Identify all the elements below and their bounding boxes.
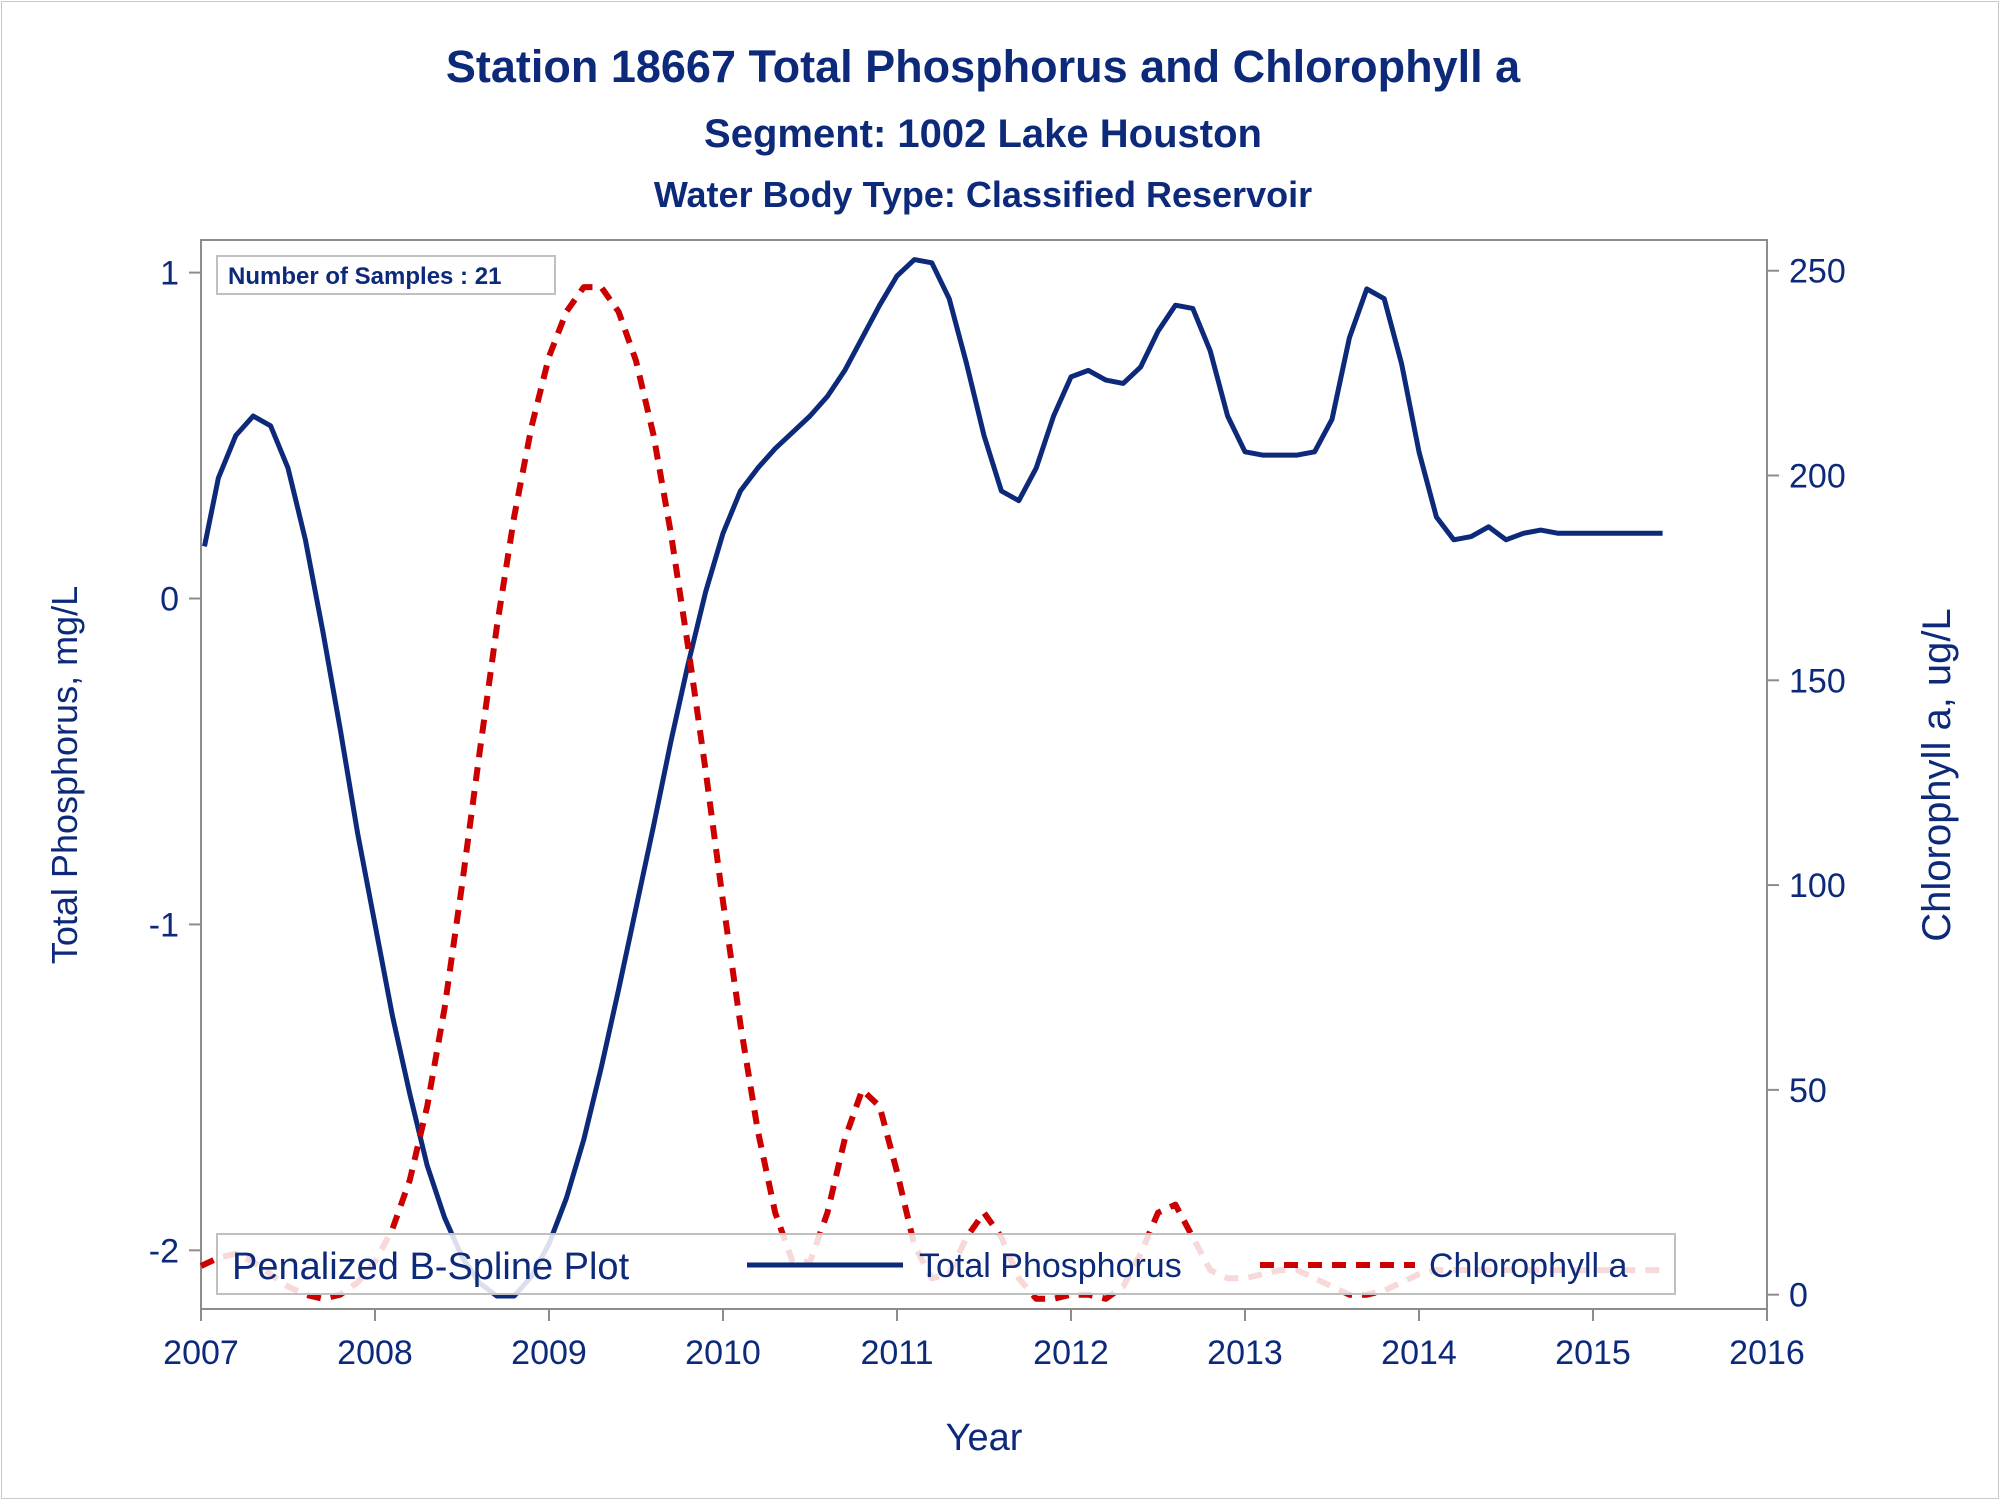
legend-label-total-phosphorus: Total Phosphorus [919, 1247, 1182, 1285]
series-line-total-phosphorus [202, 257, 1663, 1299]
x-tick-label: 2013 [1207, 1334, 1283, 1372]
y2-tick-label: 0 [1789, 1277, 1808, 1315]
y-tick-label: -2 [149, 1232, 179, 1270]
x-tick-label: 2012 [1033, 1334, 1109, 1372]
y-tick-label: 0 [160, 581, 179, 619]
y2-tick-label: 50 [1789, 1072, 1827, 1110]
y2-tick-label: 200 [1789, 458, 1846, 496]
legend-label-chlorophyll-a: Chlorophyll a [1429, 1247, 1628, 1285]
x-tick-label: 2011 [860, 1334, 933, 1372]
x-tick-label: 2008 [337, 1334, 413, 1372]
x-tick-label: 2015 [1555, 1334, 1631, 1372]
sample-count-box [216, 255, 556, 295]
x-tick-label: 2014 [1381, 1334, 1457, 1372]
x-tick-label: 2010 [685, 1334, 761, 1372]
chart-subtitle-2: Water Body Type: Classified Reservoir [654, 174, 1312, 215]
y-tick-label: -1 [149, 906, 179, 944]
plot-area [200, 239, 1768, 1310]
x-tick-label: 2016 [1729, 1334, 1805, 1372]
x-tick-label: 2009 [511, 1334, 587, 1372]
chart-title: Station 18667 Total Phosphorus and Chlor… [446, 41, 1521, 92]
y2-tick-label: 250 [1789, 253, 1846, 291]
sample-count-annotation: Number of Samples : 21 [228, 263, 501, 290]
legend: Penalized B-Spline Plot Total Phosphorus… [216, 1233, 1676, 1295]
y-axis-label: Total Phosphorus, mg/L [44, 586, 85, 964]
y2-tick-label: 150 [1789, 662, 1846, 700]
legend-box [216, 1233, 1676, 1295]
y2-axis-label: Chlorophyll a, ug/L [1915, 608, 1959, 942]
x-tick-label: 2007 [163, 1334, 239, 1372]
y-tick-label: 1 [160, 255, 179, 293]
y2-tick-label: 100 [1789, 867, 1846, 905]
series-line-chlorophyll-a [199, 284, 1663, 1302]
legend-title: Penalized B-Spline Plot [232, 1246, 630, 1288]
x-axis-label: Year [946, 1417, 1023, 1459]
chart-subtitle: Segment: 1002 Lake Houston [704, 112, 1262, 156]
